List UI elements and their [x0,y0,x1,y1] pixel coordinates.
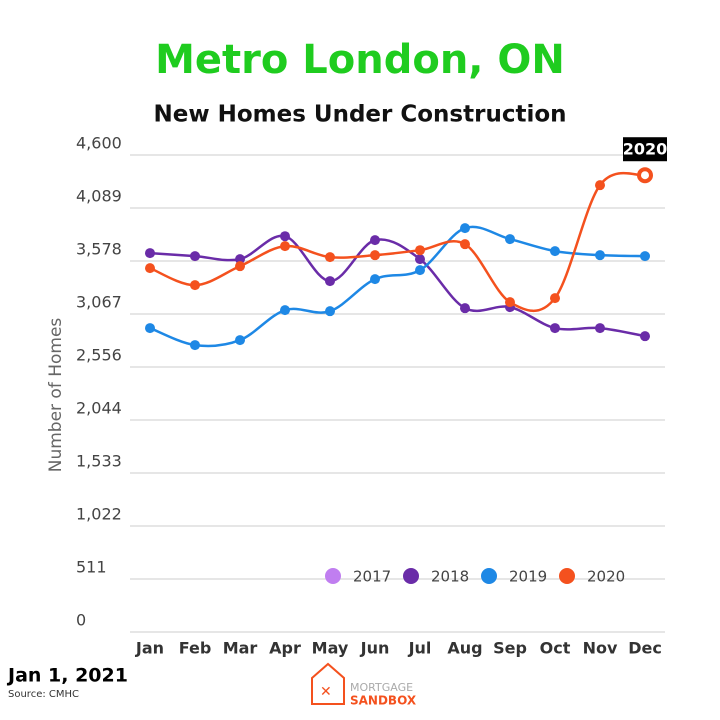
point [637,167,653,184]
source: Source: CMHC [8,689,79,700]
point [235,254,245,265]
point [595,323,605,334]
point [595,250,605,261]
date: Jan 1, 2021 [6,665,128,687]
y-axis-label: Number of Homes [46,318,66,473]
logo-x: ✕ [320,684,332,700]
point [415,254,425,265]
point [145,263,155,274]
x-tick-label: Oct [540,639,571,658]
x-tick-label: Mar [223,639,258,658]
legend-marker [481,568,497,584]
logo-text: SANDBOX [350,694,417,708]
y-tick-label: 511 [76,558,107,577]
point [145,248,155,259]
legend-marker [559,568,575,584]
point [325,276,335,287]
point [550,293,560,304]
x-tick-label: Nov [583,639,618,658]
y-tick-label: 1,022 [76,505,122,524]
point [370,235,380,246]
x-tick-label: Feb [179,639,212,658]
annotation-box [623,137,667,162]
point [550,246,560,257]
x-tick-label: Jan [135,639,164,658]
point [640,331,650,342]
legend-marker [325,568,341,584]
point [370,274,380,285]
y-tick-label: 2,556 [76,345,122,364]
chart-title: Metro London, ON [155,37,565,83]
point [505,234,515,245]
annotation: 2020 [623,140,668,159]
x-tick-label: Jul [408,639,432,658]
point [460,239,470,250]
legend-label: 2018 [431,568,469,586]
logo-text: MORTGAGE [350,681,413,694]
line [149,234,646,338]
legend-label: 2020 [587,568,625,586]
point [280,241,290,252]
point [235,335,245,346]
point [190,340,200,351]
point [190,251,200,262]
x-tick-label: Aug [447,639,482,658]
legend-marker [403,568,419,584]
point [595,180,605,191]
y-tick-label: 3,578 [76,239,122,258]
point [370,250,380,261]
y-tick-label: 0 [76,611,86,630]
y-tick-label: 4,600 [76,134,122,153]
legend-label: 2017 [353,568,391,586]
point [235,261,245,272]
x-tick-label: Sep [493,639,527,658]
point [460,303,470,314]
point [280,305,290,316]
point [505,297,515,308]
y-tick-label: 3,067 [76,292,122,311]
point [550,323,560,334]
x-tick-label: Dec [628,639,662,658]
point [190,280,200,291]
x-tick-label: Jun [360,639,390,658]
point [325,252,335,263]
point [460,223,470,234]
series [145,167,653,313]
y-tick-label: 2,044 [76,399,122,418]
point [415,265,425,276]
logo: ✕ MORTGAGE SANDBOX [311,662,417,708]
legend-label: 2019 [509,568,547,586]
line [149,171,646,313]
x-tick-label: Apr [269,639,301,658]
series [145,223,650,351]
y-tick-label: 1,533 [76,452,122,471]
point [325,306,335,317]
point [145,323,155,334]
point [415,245,425,256]
point [280,231,290,242]
x-tick-label: May [312,639,349,658]
point [640,251,650,262]
chart-subtitle: New Homes Under Construction [153,102,566,128]
logo-house [311,662,345,705]
series [145,231,650,342]
y-tick-label: 4,089 [76,186,122,205]
